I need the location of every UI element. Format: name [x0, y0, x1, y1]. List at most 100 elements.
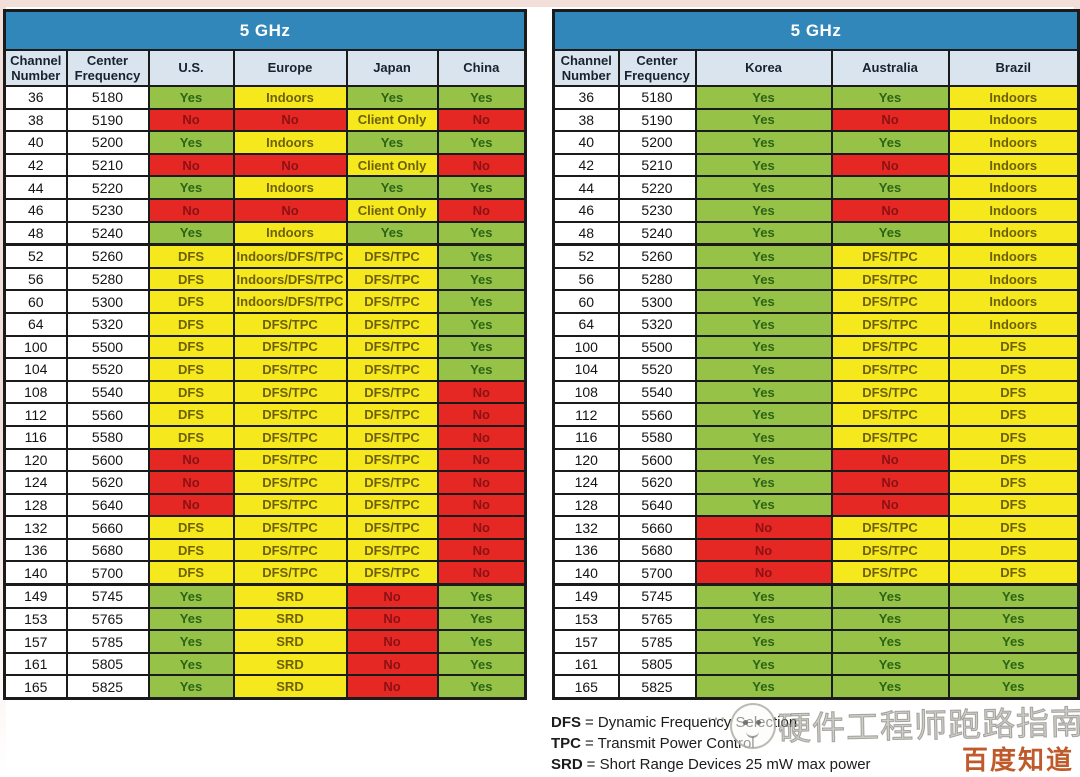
status-cell: Yes [694, 583, 833, 609]
status-cell: Client Only [345, 107, 439, 133]
channel-cell: 64 [552, 311, 620, 337]
status-cell: No [147, 447, 235, 473]
table-row: 149 5745 Yes Yes Yes [552, 583, 1080, 609]
status-cell: No [830, 492, 950, 518]
channel-cell: 36 [3, 85, 68, 110]
channel-cell: 149 [552, 583, 620, 609]
band-table-korea-australia-brazil: 5 GHz Channel Number Center Frequency Korea… [552, 9, 1080, 701]
channel-cell: 100 [552, 334, 620, 360]
status-cell: SRD [232, 583, 348, 609]
channel-cell: 104 [552, 357, 620, 382]
status-cell: No [830, 152, 950, 178]
status-cell: Yes [830, 674, 950, 700]
table-row: 104 5520 Yes DFS/TPC DFS [552, 357, 1080, 382]
status-cell: DFS/TPC [345, 560, 439, 586]
frequency-cell: 5230 [617, 197, 697, 223]
status-cell: DFS [147, 560, 235, 586]
channel-cell: 60 [552, 289, 620, 314]
status-cell: DFS/TPC [830, 357, 950, 382]
status-cell: Indoors [947, 85, 1080, 110]
status-cell: DFS/TPC [232, 560, 348, 586]
frequency-cell: 5200 [617, 130, 697, 155]
column-header: Channel Number [3, 49, 68, 87]
table-row: 165 5825 Yes SRD No Yes [3, 674, 527, 700]
frequency-cell: 5180 [617, 85, 697, 110]
column-header: Center Frequency [65, 49, 150, 87]
band-table: 5 GHz Channel Number Center Frequency Korea… [552, 9, 1080, 701]
table-row: 60 5300 DFS Indoors/DFS/TPC DFS/TPC Yes [3, 289, 527, 314]
status-cell: Indoors [947, 152, 1080, 178]
table-row: 36 5180 Yes Indoors Yes Yes [3, 85, 527, 110]
status-cell: Client Only [345, 197, 439, 223]
status-cell: DFS/TPC [232, 492, 348, 518]
status-cell: Indoors [947, 266, 1080, 292]
status-cell: DFS/TPC [232, 334, 348, 360]
frequency-cell: 5300 [617, 289, 697, 314]
table-row: 120 5600 No DFS/TPC DFS/TPC No [3, 447, 527, 473]
channel-cell: 38 [552, 107, 620, 133]
channel-cell: 44 [552, 175, 620, 200]
status-cell: Yes [694, 357, 833, 382]
status-cell: DFS [147, 266, 235, 292]
status-cell: DFS/TPC [345, 289, 439, 314]
frequency-cell: 5210 [65, 152, 150, 178]
status-cell: Yes [947, 651, 1080, 677]
frequency-cell: 5765 [65, 606, 150, 632]
channel-cell: 48 [552, 220, 620, 246]
table-row: 52 5260 DFS Indoors/DFS/TPC DFS/TPC Yes [3, 243, 527, 269]
status-cell: Indoors [947, 175, 1080, 200]
status-cell: Yes [436, 583, 527, 609]
frequency-cell: 5560 [617, 402, 697, 427]
table-row: 40 5200 Yes Indoors Yes Yes [3, 130, 527, 155]
status-cell: Indoors [232, 130, 348, 155]
status-cell: Yes [436, 175, 527, 200]
status-cell: No [147, 107, 235, 133]
table-row: 38 5190 Yes No Indoors [552, 107, 1080, 133]
status-cell: Yes [694, 334, 833, 360]
status-cell: DFS [947, 424, 1080, 450]
frequency-cell: 5600 [617, 447, 697, 473]
status-cell: DFS/TPC [345, 311, 439, 337]
table-row: 64 5320 Yes DFS/TPC Indoors [552, 311, 1080, 337]
status-cell: No [830, 447, 950, 473]
watermark-face-icon [730, 703, 776, 749]
status-cell: Yes [147, 220, 235, 246]
status-cell: DFS/TPC [830, 379, 950, 405]
watermark-brand-text: 百度知道 [962, 745, 1075, 775]
status-cell: Client Only [345, 152, 439, 178]
frequency-cell: 5805 [617, 651, 697, 677]
status-cell: No [436, 402, 527, 427]
status-cell: Indoors/DFS/TPC [232, 266, 348, 292]
status-cell: DFS/TPC [830, 402, 950, 427]
status-cell: Indoors [947, 197, 1080, 223]
channel-cell: 112 [3, 402, 68, 427]
channel-cell: 48 [3, 220, 68, 246]
status-cell: Yes [436, 606, 527, 632]
frequency-cell: 5500 [617, 334, 697, 360]
status-cell: DFS/TPC [830, 515, 950, 540]
status-cell: Yes [147, 583, 235, 609]
frequency-cell: 5540 [617, 379, 697, 405]
legend-definition: = Short Range Devices 25 mW max power [586, 756, 871, 773]
column-header: Europe [232, 49, 348, 87]
column-header: Channel Number [552, 49, 620, 87]
status-cell: DFS/TPC [232, 379, 348, 405]
status-cell: No [232, 107, 348, 133]
table-row: 136 5680 No DFS/TPC DFS [552, 537, 1080, 563]
frequency-cell: 5680 [617, 537, 697, 563]
watermark-dots: ⋯ [706, 708, 728, 730]
channel-cell: 56 [3, 266, 68, 292]
status-cell: DFS [147, 379, 235, 405]
status-cell: Yes [694, 220, 833, 246]
table-row: 100 5500 DFS DFS/TPC DFS/TPC Yes [3, 334, 527, 360]
status-cell: Yes [694, 674, 833, 700]
channel-cell: 36 [552, 85, 620, 110]
status-cell: No [147, 197, 235, 223]
frequency-cell: 5785 [65, 629, 150, 654]
table-row: 100 5500 Yes DFS/TPC DFS [552, 334, 1080, 360]
table-row: 48 5240 Yes Indoors Yes Yes [3, 220, 527, 246]
channel-cell: 64 [3, 311, 68, 337]
status-cell: Yes [147, 175, 235, 200]
frequency-cell: 5700 [617, 560, 697, 586]
status-cell: No [436, 152, 527, 178]
